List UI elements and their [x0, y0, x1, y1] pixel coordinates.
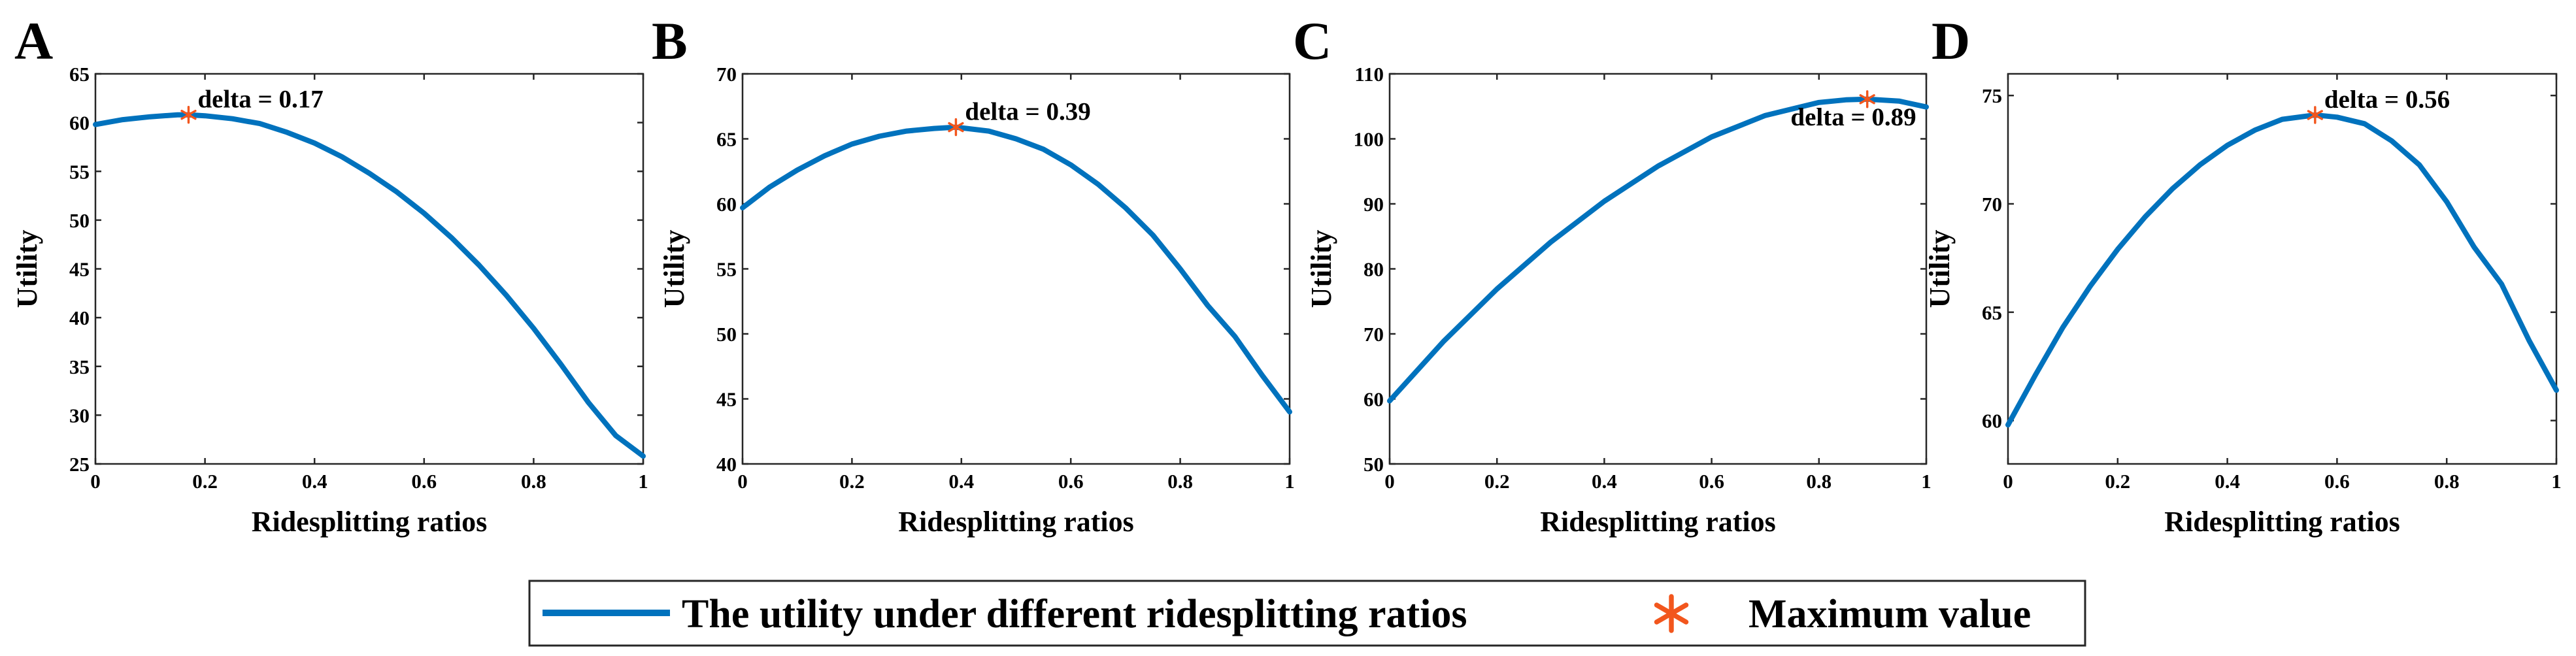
maximum-marker [180, 105, 197, 124]
y-tick-label: 90 [1363, 193, 1384, 216]
x-tick-label: 0.4 [302, 470, 327, 493]
panel-c: C 0 0.2 0.4 0.6 0.8 1 50 60 70 80 90 100 110 Ridesplit… [1293, 11, 1932, 538]
maximum-annotation: delta = 0.39 [965, 98, 1090, 126]
plot-area-a [94, 73, 644, 465]
x-axis-label: Ridesplitting ratios [1540, 506, 1776, 538]
x-tick-label: 0.2 [839, 470, 865, 493]
y-tick-label: 60 [716, 193, 737, 216]
y-tick-label: 50 [1363, 453, 1384, 476]
maximum-marker [2307, 106, 2323, 124]
panel-a: A 0 0.2 0.4 0.6 0.8 1 25 30 35 40 45 50 55 60 65 Ridespl… [11, 11, 648, 538]
y-tick-label: 45 [69, 258, 90, 281]
y-tick-label: 60 [1982, 410, 2002, 433]
y-tick-label: 65 [1982, 301, 2002, 324]
legend: The utility under different ridesplittin… [528, 580, 2086, 647]
maximum-annotation: delta = 0.89 [1790, 103, 1916, 131]
x-tick-label: 0 [1384, 470, 1395, 493]
x-tick-label: 0.4 [1592, 470, 1617, 493]
maximum-marker [1859, 90, 1875, 108]
x-tick-label: 0.6 [1699, 470, 1724, 493]
x-tick-label: 0.8 [2434, 470, 2460, 493]
y-tick-label: 30 [69, 404, 90, 427]
y-axis-label: Utility [658, 230, 690, 308]
legend-marker-label: Maximum value [1748, 592, 2031, 636]
x-tick-label: 1 [2551, 470, 2562, 493]
y-tick-label: 70 [1363, 323, 1384, 346]
plot-area-d [2007, 73, 2558, 465]
x-axis-label: Ridesplitting ratios [2164, 506, 2400, 538]
x-tick-label: 1 [1921, 470, 1932, 493]
x-tick-label: 1 [638, 470, 648, 493]
x-tick-label: 0.8 [1167, 470, 1193, 493]
utility-curve [2005, 112, 2559, 428]
x-tick-label: 0.2 [192, 470, 218, 493]
y-tick-label: 65 [716, 128, 737, 151]
y-tick-label: 80 [1363, 258, 1384, 281]
y-tick-label: 100 [1354, 128, 1384, 151]
y-tick-label: 45 [716, 388, 737, 411]
panel-letter-a: A [14, 11, 53, 71]
panel-b: B 0 0.2 0.4 0.6 0.8 1 40 45 50 55 60 65 70 Ridesplitti… [652, 11, 1295, 538]
y-tick-label: 55 [716, 258, 737, 281]
y-axis-label: Utility [1924, 230, 1956, 308]
panel-letter-c: C [1293, 11, 1331, 71]
y-tick-label: 75 [1982, 84, 2002, 107]
panels: A 0 0.2 0.4 0.6 0.8 1 25 30 35 40 45 50 55 60 65 Ridespl… [11, 11, 2562, 538]
plot-area-b [741, 73, 1291, 465]
x-tick-label: 0.4 [2215, 470, 2240, 493]
x-tick-label: 0.8 [1806, 470, 1832, 493]
legend-box [528, 580, 2086, 647]
x-axis-label: Ridesplitting ratios [898, 506, 1134, 538]
panel-letter-d: D [1932, 11, 1970, 71]
utility-curve [1387, 96, 1929, 404]
y-axis-label: Utility [11, 230, 43, 308]
y-tick-label: 65 [69, 63, 90, 86]
maximum-marker [948, 118, 964, 137]
x-tick-label: 0.6 [2324, 470, 2350, 493]
x-tick-label: 0.2 [1484, 470, 1510, 493]
legend-marker-star [1654, 594, 1689, 633]
y-axis-label: Utility [1305, 230, 1337, 308]
x-tick-label: 0.6 [1058, 470, 1084, 493]
x-tick-label: 1 [1284, 470, 1295, 493]
utility-curve [740, 124, 1292, 415]
x-tick-label: 0.4 [948, 470, 974, 493]
plot-area-c [1388, 73, 1928, 465]
maximum-annotation: delta = 0.17 [197, 86, 323, 114]
y-tick-label: 40 [69, 306, 90, 329]
utility-curve [93, 112, 646, 459]
x-axis-label: Ridesplitting ratios [252, 506, 488, 538]
y-tick-label: 60 [69, 112, 90, 135]
y-tick-label: 50 [716, 323, 737, 346]
x-tick-label: 0 [90, 470, 101, 493]
y-tick-label: 70 [1982, 193, 2002, 216]
legend-line-label: The utility under different ridesplittin… [682, 592, 1467, 636]
x-tick-label: 0.2 [2105, 470, 2130, 493]
y-tick-label: 70 [716, 63, 737, 86]
y-tick-label: 55 [69, 160, 90, 183]
y-tick-label: 40 [716, 453, 737, 476]
x-tick-label: 0 [737, 470, 748, 493]
maximum-annotation: delta = 0.56 [2324, 86, 2450, 114]
y-tick-label: 35 [69, 355, 90, 378]
y-tick-label: 60 [1363, 388, 1384, 411]
x-tick-label: 0 [2003, 470, 2013, 493]
x-tick-label: 0.6 [411, 470, 437, 493]
y-tick-label: 110 [1354, 63, 1384, 86]
y-tick-label: 50 [69, 209, 90, 232]
x-tick-label: 0.8 [521, 470, 546, 493]
panel-letter-b: B [652, 11, 688, 71]
legend-marker-swatch [1654, 594, 1689, 633]
y-tick-label: 25 [69, 453, 90, 476]
panel-d: D 0 0.2 0.4 0.6 0.8 1 60 65 70 75 Ridesplitting rat… [1924, 11, 2562, 538]
